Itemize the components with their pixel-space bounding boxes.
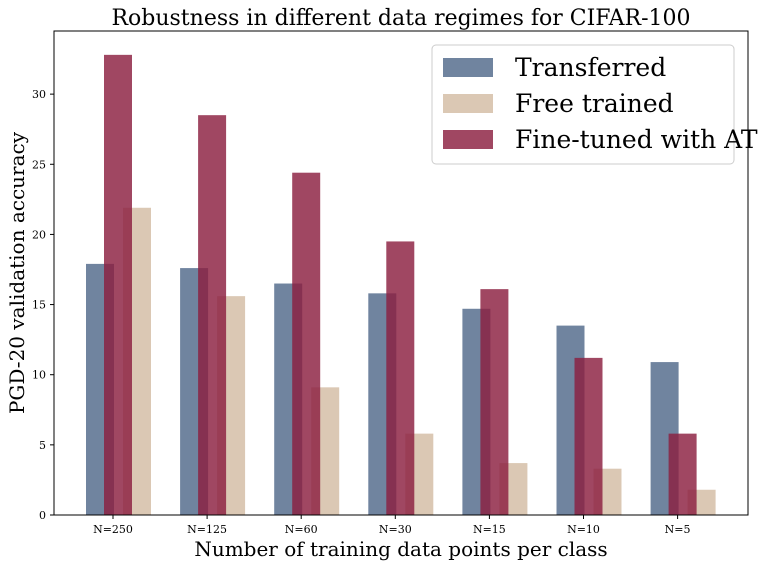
x-tick-label: N=10 xyxy=(567,523,600,536)
bar-fine-tuned-with-at-n10 xyxy=(574,357,603,515)
x-tick-label: N=15 xyxy=(473,523,506,536)
y-tick-label: 20 xyxy=(32,228,46,241)
chart-title: Robustness in different data regimes for… xyxy=(111,6,690,31)
legend-swatch xyxy=(443,130,493,149)
bar-fine-tuned-with-at-n5 xyxy=(668,433,697,515)
y-tick-label: 25 xyxy=(32,158,46,171)
x-tick-label: N=5 xyxy=(665,523,691,536)
x-tick-label: N=125 xyxy=(187,523,227,536)
y-tick-label: 5 xyxy=(39,439,46,452)
legend-swatch xyxy=(443,58,493,77)
x-axis-label: Number of training data points per class xyxy=(194,537,607,561)
y-tick-label: 30 xyxy=(32,88,46,101)
legend-box xyxy=(431,44,735,165)
x-tick-label: N=250 xyxy=(93,523,133,536)
bar-fine-tuned-with-at-n30 xyxy=(386,241,415,515)
legend-label: Fine-tuned with AT xyxy=(515,125,758,154)
bars-group xyxy=(86,54,716,516)
y-axis: 0 5 10 15 20 25 30 xyxy=(32,88,54,522)
plot-frame xyxy=(53,30,749,516)
x-tick-label: N=30 xyxy=(379,523,412,536)
legend-swatch xyxy=(443,94,493,113)
y-axis-label: PGD-20 validation accuracy xyxy=(5,131,29,414)
y-tick-label: 10 xyxy=(32,369,46,382)
bar-fine-tuned-with-at-n250 xyxy=(104,54,132,515)
bar-fine-tuned-with-at-n15 xyxy=(480,289,509,515)
legend: Transferred Free trained Fine-tuned with A… xyxy=(431,44,758,165)
legend-label: Transferred xyxy=(515,53,666,82)
bar-fine-tuned-with-at-n125 xyxy=(198,115,227,515)
bar-fine-tuned-with-at-n60 xyxy=(292,172,321,515)
y-tick-label: 15 xyxy=(32,299,46,312)
x-tick-label: N=60 xyxy=(285,523,318,536)
legend-label: Free trained xyxy=(515,89,674,118)
x-axis: N=250 N=125 N=60 N=30 N=15 N=10 N=5 xyxy=(93,515,691,536)
y-tick-label: 0 xyxy=(39,509,46,522)
